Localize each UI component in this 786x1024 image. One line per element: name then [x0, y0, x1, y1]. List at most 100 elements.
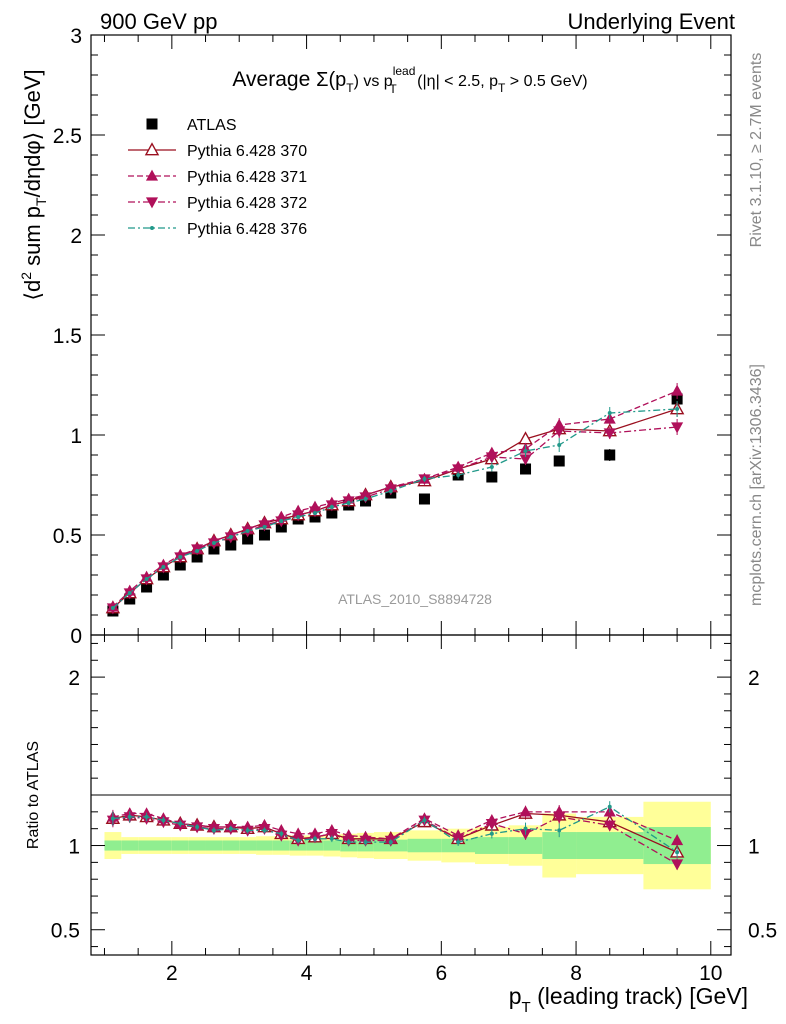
pythia-376-point [329, 505, 334, 509]
atlas-data-point [553, 455, 565, 467]
main-series-layer [105, 383, 685, 617]
pythia-376-point [245, 828, 250, 833]
pythia-372-point [325, 829, 338, 841]
x-tick-label: 8 [570, 962, 582, 985]
stat-band-bin [104, 840, 122, 851]
pythia-376-point [150, 226, 154, 230]
pythia-376-point [195, 549, 200, 553]
axes-layer: 0 0.5 1 1.5 2 2.5 3 2 4 6 8 10 0.5 0.5 1 1 2 2 [51, 25, 777, 985]
pythia-376-point [178, 821, 183, 826]
pythia-372-point [452, 464, 465, 476]
pythia-376-point [363, 840, 368, 845]
pythia-376-point [422, 477, 427, 481]
pythia-372-point [145, 197, 159, 209]
pythia-376-point [557, 443, 562, 447]
stat-band-bin [407, 838, 442, 853]
main-y-tick-label: 2.5 [53, 125, 82, 148]
rivet-label: Rivet 3.1.10, ≥ 2.7M events [748, 53, 765, 248]
pythia-370-line [112, 408, 678, 609]
pythia-376-point [262, 828, 267, 833]
stat-band-bin [508, 837, 543, 854]
x-axis-label: pT (leading track) [GeV] [509, 983, 748, 1016]
ratio-plot-frame [90, 634, 732, 956]
pythia-376-point [228, 826, 233, 831]
stat-band-bin [475, 837, 509, 854]
pythia-372-point [485, 818, 498, 830]
atlas-data-point [242, 533, 254, 545]
ratio-y-tick-label: 0.5 [51, 920, 80, 943]
atlas-data-point [486, 471, 498, 483]
pythia-372-series [106, 419, 684, 615]
pythia-372-line [112, 426, 678, 609]
header-right: Underlying Event [567, 9, 735, 34]
pythia-376-point [296, 838, 301, 843]
stat-band-bin [272, 840, 290, 851]
pythia-376-ratio-series [110, 801, 680, 858]
x-tick-label: 4 [301, 962, 313, 985]
x-tick-label: 6 [435, 962, 447, 985]
pythia-376-point [422, 818, 427, 823]
pythia-376-point [178, 555, 183, 559]
stat-band-bin [138, 840, 155, 851]
atlas-data-point [146, 118, 158, 130]
pythia-372-point [671, 859, 684, 871]
stat-band-bin [205, 840, 223, 851]
pythia-376-point [388, 489, 393, 493]
atlas-data-point [326, 507, 338, 519]
pythia-376-point [313, 836, 317, 841]
pythia-376-point [456, 473, 461, 477]
pythia-376-point [127, 591, 132, 595]
pythia-372-point [519, 454, 532, 466]
pythia-376-point [346, 501, 351, 505]
stat-band-bin [121, 840, 139, 851]
pythia-376-point [557, 828, 562, 833]
main-y-tick-label: 0 [70, 625, 82, 648]
ratio-y-tick-label-right: 0.5 [748, 920, 777, 943]
pythia-376-ratio-line [112, 806, 678, 853]
legend-entry-pythia-376: Pythia 6.428 376 [128, 221, 307, 238]
main-ylabel: ⟨d2 sum pT/dηdφ⟩ [GeV] [18, 69, 49, 300]
stat-band-bin [306, 840, 324, 851]
pythia-376-point [523, 449, 528, 453]
pythia-376-point [607, 411, 612, 415]
pythia-376-point [313, 511, 317, 515]
stat-band-bin [171, 840, 189, 851]
ratio-y-tick-label-right: 1 [748, 836, 760, 859]
legend-label: Pythia 6.428 370 [187, 143, 307, 160]
pythia-376-point [675, 407, 680, 411]
main-y-tick-label: 1.5 [53, 325, 82, 348]
ratio-uncertainty-bands [104, 801, 711, 890]
pythia-376-point [489, 465, 494, 469]
atlas-data-point [174, 559, 186, 571]
legend: ATLAS Pythia 6.428 370 Pythia 6.428 371 Pyt… [128, 117, 307, 238]
pythia-372-point [485, 452, 498, 464]
pythia-376-point [607, 804, 612, 809]
pythia-376-point [675, 850, 680, 855]
pythia-376-point [161, 818, 166, 823]
stat-band-bin [155, 840, 172, 851]
mcplots-label: mcplots.cern.ch [arXiv:1306.3436] [748, 364, 765, 606]
atlas-data-point [418, 493, 430, 505]
ratio-series-layer [105, 801, 685, 871]
ratio-ylabel: Ratio to ATLAS [25, 741, 42, 849]
atlas-data-point [258, 529, 270, 541]
stat-band-bin [188, 840, 206, 851]
pythia-376-point [127, 814, 132, 819]
header-left: 900 GeV pp [100, 9, 217, 34]
atlas-data-point [520, 463, 532, 475]
pythia-376-point [245, 529, 250, 533]
pythia-371-point [671, 834, 684, 846]
pythia-372-point [603, 820, 616, 832]
stat-band-bin [323, 840, 341, 851]
stat-band-bin [239, 840, 257, 851]
stat-band-bin [576, 832, 644, 859]
main-title: Average Σ(pT) vs plead T (|η| < 2.5, pT >… [232, 64, 587, 96]
pythia-376-point [388, 840, 393, 845]
pythia-376-point [144, 577, 149, 581]
pythia-376-point [523, 826, 528, 831]
pythia-376-point [296, 515, 301, 519]
pythia-370-point [144, 142, 160, 156]
legend-entry-pythia-372: Pythia 6.428 372 [128, 195, 307, 212]
ratio-y-tick-label: 1 [68, 836, 80, 859]
